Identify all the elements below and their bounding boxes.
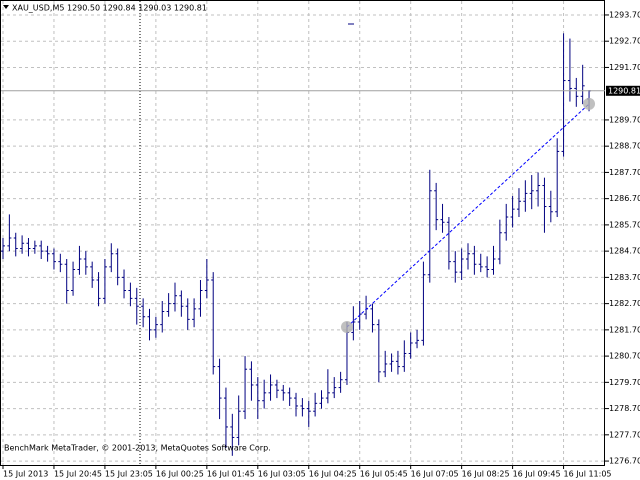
y-tick-label: 1279.70 — [609, 378, 640, 387]
title-arrow — [3, 5, 9, 9]
y-tick-label: 1283.70 — [609, 273, 640, 282]
y-tick-label: 1280.70 — [609, 352, 640, 361]
y-tick-label: 1288.70 — [609, 142, 640, 151]
x-tick-label: 16 Jul 08:25 — [462, 470, 510, 479]
y-tick-label: 1287.70 — [609, 168, 640, 177]
chart-title: XAU_USD,M5 1290.50 1290.84 1290.03 1290.… — [12, 4, 207, 13]
y-tick-label: 1289.70 — [609, 115, 640, 124]
x-tick-label: 15 Jul 20:45 — [54, 470, 102, 479]
y-tick-label: 1278.70 — [609, 404, 640, 413]
plot-frame — [0, 0, 605, 466]
trendline-anchor — [340, 320, 353, 333]
price-label-box — [606, 85, 640, 96]
trendline-anchor — [583, 97, 596, 110]
y-tick-label: 1277.70 — [609, 430, 640, 439]
x-tick-label: 16 Jul 04:25 — [309, 470, 357, 479]
x-tick-label: 16 Jul 05:45 — [360, 470, 408, 479]
y-tick-label: 1292.70 — [609, 37, 640, 46]
x-tick-label: 16 Jul 09:45 — [513, 470, 561, 479]
y-tick-label: 1285.70 — [609, 220, 640, 229]
y-tick-label: 1282.70 — [609, 299, 640, 308]
x-tick-label: 16 Jul 07:05 — [411, 470, 459, 479]
y-tick-label: 1276.70 — [609, 457, 640, 466]
x-tick-label: 16 Jul 11:05 — [564, 470, 612, 479]
bars — [1, 33, 592, 456]
y-tick-label: 1291.70 — [609, 63, 640, 72]
x-tick-label: 15 Jul 2013 — [3, 470, 48, 479]
y-tick-label: 1284.70 — [609, 247, 640, 256]
footer: BenchMark MetaTrader, © 2001-2013, MetaQ… — [4, 444, 271, 453]
y-tick-label: 1281.70 — [609, 325, 640, 334]
price-label: 1290.81 — [608, 86, 640, 95]
x-tick-label: 15 Jul 23:05 — [105, 470, 153, 479]
y-tick-label: 1286.70 — [609, 194, 640, 203]
x-tick-label: 16 Jul 03:05 — [258, 470, 306, 479]
y-tick-label: 1293.70 — [609, 10, 640, 19]
x-tick-label: 16 Jul 00:25 — [156, 470, 204, 479]
x-tick-label: 16 Jul 01:45 — [207, 470, 255, 479]
